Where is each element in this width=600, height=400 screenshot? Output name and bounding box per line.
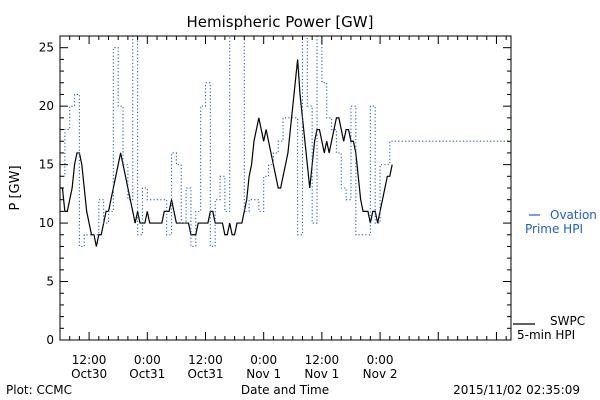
y-tick-label: 0 — [46, 333, 54, 347]
legend-swpc: SWPC 5-min HPI — [513, 314, 585, 342]
x-tick-label-time: 12:00 — [188, 353, 223, 367]
legend-ovation-line1: Ovation — [550, 208, 597, 222]
x-tick-label-date: Oct31 — [187, 367, 223, 381]
x-tick-label-date: Nov 1 — [246, 367, 281, 381]
x-tick-label-date: Nov 1 — [304, 367, 339, 381]
plot-frame — [59, 35, 512, 341]
chart-title: Hemispheric Power [GW] — [187, 13, 374, 31]
legend-ovation-line2: Prime HPI — [525, 222, 583, 236]
y-tick-label: 25 — [39, 41, 54, 55]
series-swpc-5min-hpi — [60, 59, 393, 247]
legend-swpc-line1: SWPC — [550, 314, 585, 328]
x-tick-label-date: Oct31 — [129, 367, 165, 381]
footer-timestamp: 2015/11/02 02:35:09 — [453, 383, 580, 397]
x-axis-label: Date and Time — [241, 383, 329, 397]
footer-source: Plot: CCMC — [6, 383, 72, 397]
x-tick-label-date: Oct30 — [71, 367, 107, 381]
x-tick-label-time: 12:00 — [72, 353, 107, 367]
x-tick-label-time: 0:00 — [367, 353, 394, 367]
y-tick-label: 5 — [46, 275, 54, 289]
ticks-layer: 051015202512:00Oct300:00Oct3112:00Oct310… — [39, 35, 511, 381]
legend-ovation: Ovation Prime HPI — [525, 208, 597, 236]
y-axis-label: P [GW] — [8, 165, 23, 210]
x-tick-label-time: 0:00 — [250, 353, 277, 367]
series-layer — [60, 35, 511, 248]
legend-swpc-line2: 5-min HPI — [517, 328, 575, 342]
y-tick-label: 10 — [39, 216, 54, 230]
x-tick-label-time: 0:00 — [134, 353, 161, 367]
x-tick-label-date: Nov 2 — [363, 367, 398, 381]
y-tick-label: 20 — [39, 99, 54, 113]
series-ovation-prime-hpi — [60, 35, 511, 248]
x-tick-label-time: 12:00 — [305, 353, 340, 367]
y-tick-label: 15 — [39, 158, 54, 172]
